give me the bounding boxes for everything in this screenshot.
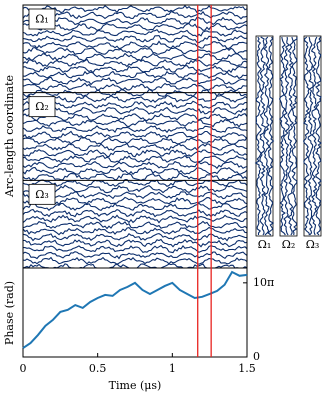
region-label: Ω₂	[35, 100, 49, 113]
waveform-trace	[22, 10, 248, 20]
waveform-trace	[22, 256, 248, 266]
waveform-trace	[22, 94, 248, 103]
waveform-trace	[22, 76, 248, 86]
waveform-trace	[22, 191, 248, 200]
x-tick-label: 1	[169, 362, 176, 375]
side-panel-label: Ω₁	[258, 238, 272, 251]
waveform-trace	[22, 233, 248, 242]
x-label: Time (μs)	[109, 379, 162, 392]
waveform-trace	[22, 47, 248, 55]
waveform-trace	[22, 29, 248, 38]
side-panel-label: Ω₃	[306, 238, 320, 251]
side-trace	[315, 36, 322, 236]
waveform-trace	[22, 160, 248, 170]
waveform-trace	[22, 136, 248, 145]
plot-frame	[22, 267, 248, 358]
region-label: Ω₃	[35, 188, 49, 201]
side-trace	[263, 36, 270, 236]
waveform-trace	[22, 142, 248, 152]
side-panel-label: Ω₂	[282, 238, 296, 251]
waveform-trace	[22, 40, 248, 50]
side-trace	[259, 36, 267, 236]
waveform-trace	[22, 196, 248, 206]
waveform-trace	[22, 35, 248, 44]
waveform-trace	[22, 58, 248, 68]
x-tick-label: 0.5	[89, 362, 107, 375]
waveform-trace	[22, 214, 248, 224]
region-label-box	[28, 183, 56, 205]
waveform-trace	[22, 166, 248, 175]
waveform-trace	[22, 82, 248, 92]
waveform-trace	[22, 125, 248, 134]
region-label-box	[28, 8, 56, 30]
y-tick-label: 10π	[253, 276, 274, 289]
side-trace	[282, 36, 291, 236]
side-trace	[310, 36, 319, 236]
side-trace	[287, 36, 295, 236]
waveform-trace	[22, 65, 248, 74]
phase-line	[22, 270, 248, 349]
waveform-trace	[22, 238, 248, 248]
waveform-trace	[23, 244, 248, 254]
waveform-trace	[22, 178, 248, 187]
waveform-trace	[22, 184, 248, 194]
x-tick-label: 0	[20, 362, 27, 375]
waveform-trace	[22, 130, 248, 140]
waveform-trace	[22, 251, 248, 260]
waveform-trace	[22, 22, 248, 32]
waveform-trace	[22, 70, 248, 80]
waveform-trace	[22, 100, 248, 110]
waveform-trace	[22, 154, 248, 164]
waveform-trace	[22, 52, 248, 62]
waveform-trace	[22, 118, 248, 128]
y-label: Phase (rad)	[3, 281, 16, 345]
waveform-trace	[22, 220, 248, 230]
side-trace	[302, 36, 310, 236]
waveform-trace	[22, 16, 248, 26]
waveform-trace	[22, 149, 248, 158]
waveform-trace	[22, 172, 248, 182]
region-label-box	[28, 96, 56, 118]
region-label: Ω₁	[35, 13, 49, 26]
side-trace	[266, 36, 275, 236]
waveform-trace	[22, 4, 248, 14]
side-trace	[307, 36, 314, 236]
side-trace	[291, 36, 298, 236]
waveform-trace	[22, 106, 248, 116]
waveform-trace	[22, 202, 248, 212]
waveform-trace	[22, 208, 248, 218]
y-tick-label: 0	[253, 350, 260, 363]
x-tick-label: 1.5	[238, 362, 256, 375]
side-trace	[254, 36, 262, 235]
waveform-trace	[22, 226, 248, 236]
side-trace	[278, 36, 286, 236]
waveform-trace	[22, 112, 248, 122]
waterfall-y-label: Arc-length coordinate	[3, 75, 16, 198]
